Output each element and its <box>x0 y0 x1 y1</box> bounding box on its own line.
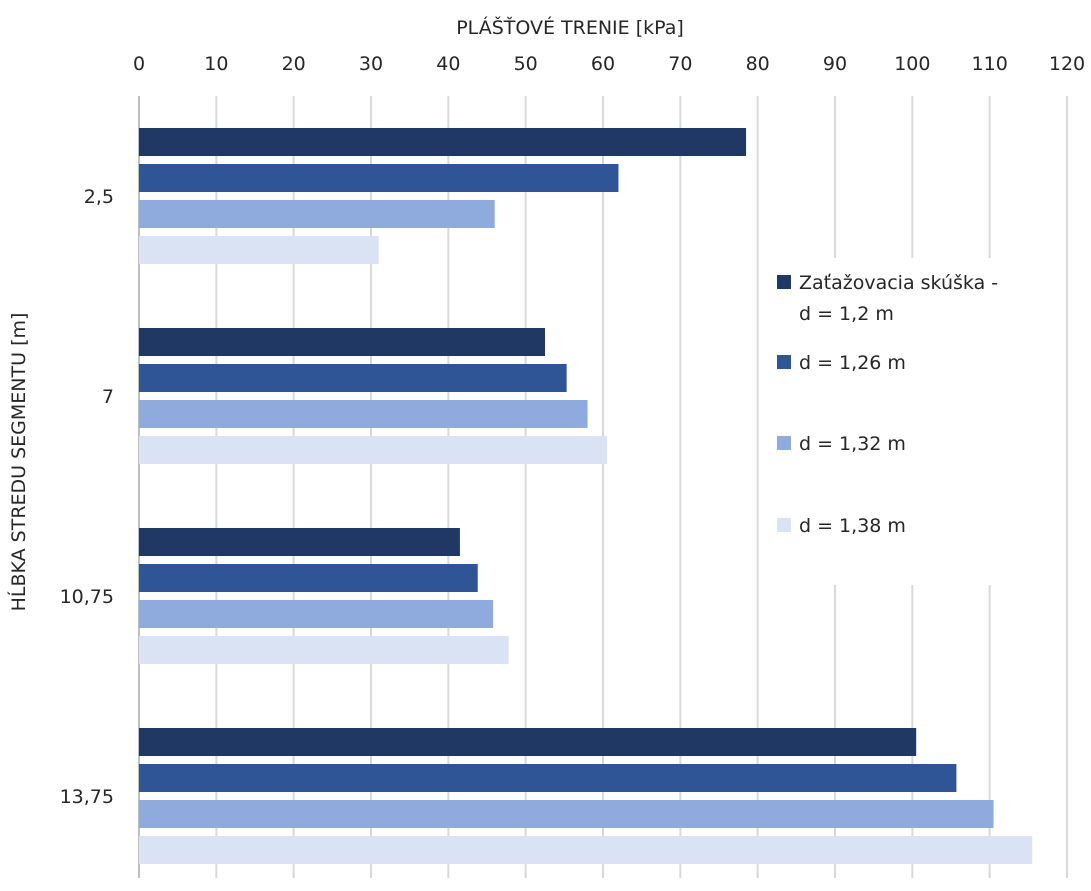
bar <box>139 128 747 156</box>
bar <box>139 436 607 464</box>
bar <box>139 564 478 592</box>
bar <box>139 236 379 264</box>
bar <box>139 328 545 356</box>
y-tick-label: 13,75 <box>60 786 114 808</box>
legend-label: d = 1,2 m <box>799 303 894 325</box>
bar <box>139 164 619 192</box>
legend-label: d = 1,26 m <box>799 352 906 374</box>
bar <box>139 400 588 428</box>
y-axis-ticks: 2,5 7 10,75 13,75 <box>60 186 114 808</box>
bar <box>139 600 494 628</box>
legend-swatch <box>777 275 791 289</box>
bar <box>139 800 994 828</box>
x-tick-label: 30 <box>359 53 383 75</box>
legend-label: d = 1,38 m <box>799 515 906 537</box>
x-tick-label: 80 <box>746 53 770 75</box>
bar <box>139 364 567 392</box>
y-tick-label: 2,5 <box>84 186 114 208</box>
x-tick-label: 120 <box>1049 53 1085 75</box>
x-axis-ticks: 0 10 20 30 40 50 60 70 80 90 100 110 120 <box>133 53 1085 75</box>
y-axis-title: HĹBKA STREDU SEGMENTU [m] <box>7 313 30 612</box>
bar <box>139 728 917 756</box>
bar <box>139 200 495 228</box>
x-tick-label: 50 <box>514 53 538 75</box>
legend-swatch <box>777 355 791 369</box>
x-tick-label: 70 <box>668 53 692 75</box>
x-tick-label: 20 <box>282 53 306 75</box>
legend-swatch <box>777 518 791 532</box>
bar <box>139 764 957 792</box>
legend-label: Zaťažovacia skúška - <box>799 272 998 294</box>
x-axis-title: PLÁŠŤOVÉ TRENIE [kPa] <box>456 15 684 39</box>
bar <box>139 836 1033 864</box>
y-tick-label: 7 <box>102 386 114 408</box>
legend: Zaťažovacia skúška - d = 1,2 m d = 1,26 m d… <box>764 258 1064 585</box>
x-tick-label: 100 <box>894 53 930 75</box>
x-tick-label: 60 <box>591 53 615 75</box>
legend-label: d = 1,32 m <box>799 433 906 455</box>
x-tick-label: 90 <box>823 53 847 75</box>
x-tick-label: 40 <box>436 53 460 75</box>
legend-swatch <box>777 436 791 450</box>
bar <box>139 636 509 664</box>
bar <box>139 528 460 556</box>
x-tick-label: 10 <box>204 53 228 75</box>
y-tick-label: 10,75 <box>60 586 114 608</box>
legend-background <box>764 258 1064 585</box>
x-tick-label: 0 <box>133 53 145 75</box>
x-tick-label: 110 <box>972 53 1008 75</box>
bars <box>139 128 1033 864</box>
